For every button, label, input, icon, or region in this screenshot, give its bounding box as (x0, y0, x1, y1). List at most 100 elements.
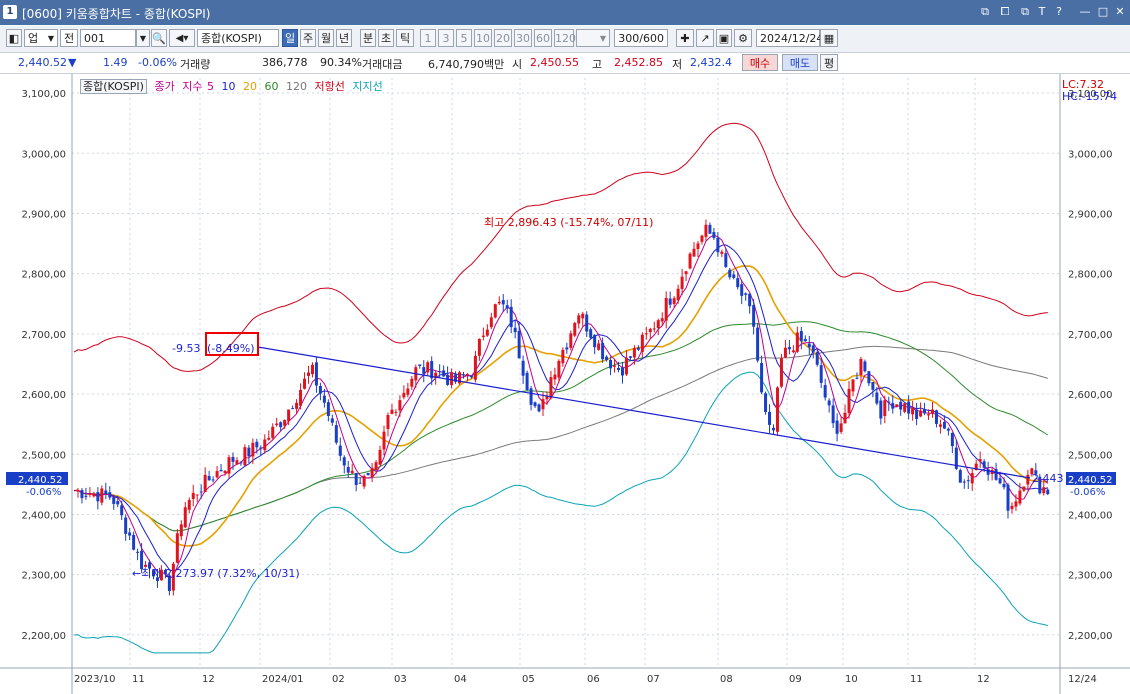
restore-layout-icon[interactable]: ⧉ (981, 5, 989, 18)
help-icon[interactable]: ? (1056, 5, 1062, 18)
period-week[interactable]: 주 (300, 29, 316, 47)
period-month[interactable]: 월 (318, 29, 334, 47)
search-icon[interactable]: 🔍 (151, 29, 167, 47)
count-field[interactable]: 300/600 (614, 29, 668, 47)
candle-body (1006, 484, 1010, 511)
candle-body (426, 362, 430, 373)
y-tick-label-right: 3,100,00 (1068, 89, 1113, 100)
candle-body (80, 490, 84, 499)
interval-1[interactable]: 1 (420, 29, 436, 47)
calendar-icon[interactable]: ▦ (820, 29, 838, 47)
interval-10[interactable]: 10 (474, 29, 492, 47)
period-minute[interactable]: 분 (360, 29, 376, 47)
candle-body (835, 420, 839, 434)
candle-body (978, 459, 982, 462)
candle-body (322, 395, 326, 403)
candle-body (326, 402, 330, 416)
candle-body (545, 395, 549, 400)
crosshair-icon[interactable]: ✚ (676, 29, 694, 47)
sell-button[interactable]: 매도 (782, 54, 818, 71)
settings-gear-icon[interactable]: ⚙ (734, 29, 752, 47)
y-tick-label-right: 2,400,00 (1068, 510, 1113, 521)
candle-body (847, 388, 851, 414)
legend-ma5: 5 (206, 80, 214, 93)
candle-body (624, 357, 628, 375)
interval-dropdown[interactable]: ▼ (576, 29, 610, 47)
chart-legend: 종합(KOSPI) 종가 지수 5 10 20 60 120 저항선 지지선 (80, 78, 387, 94)
interval-5[interactable]: 5 (456, 29, 472, 47)
maximize-icon[interactable]: □ (1097, 5, 1109, 18)
candle-body (962, 481, 966, 483)
period-day[interactable]: 일 (282, 29, 298, 47)
candle-body (334, 425, 338, 443)
amount-label: 거래대금 (362, 58, 403, 71)
candle-body (942, 421, 946, 429)
copy-window-icon[interactable]: ⧠ (1000, 5, 1010, 18)
price-chart[interactable]: 3,100,00 3,000,00 2,900,00 2,800,00 2,700,00… (0, 74, 1130, 694)
candle-body (573, 322, 577, 336)
candle-body (243, 447, 247, 466)
total-button[interactable]: 전 (60, 29, 78, 47)
candle-body (1026, 474, 1030, 485)
panel-toggle-icon[interactable]: ◧ (6, 29, 22, 47)
candle-body (362, 475, 366, 487)
code-input[interactable]: 001 (80, 29, 136, 47)
interval-20[interactable]: 20 (494, 29, 512, 47)
candle-body (569, 333, 573, 348)
candle-body (199, 491, 203, 493)
interval-60[interactable]: 60 (534, 29, 552, 47)
candle-body (195, 494, 199, 496)
market-select[interactable]: 업 ▼ (24, 29, 58, 47)
x-axis-end-label: 12/24 (1068, 674, 1097, 685)
candle-body (342, 457, 346, 466)
legend-ma10: 10 (221, 80, 236, 93)
name-field[interactable]: 종합(KOSPI) (197, 29, 279, 47)
close-icon[interactable]: ✕ (1115, 5, 1125, 18)
y-tick-label-right: 2,200,00 (1068, 631, 1113, 642)
candle-body (923, 409, 927, 414)
trend-line[interactable] (257, 346, 1031, 479)
candle-body (76, 490, 80, 492)
candle-body (354, 473, 358, 485)
period-second[interactable]: 초 (378, 29, 394, 47)
candle-body (112, 497, 116, 504)
candle-body (287, 409, 291, 422)
minimize-icon[interactable]: — (1079, 5, 1091, 18)
candle-body (446, 374, 450, 385)
candle-body (561, 349, 565, 364)
candle-body (477, 338, 481, 356)
candle-body (235, 460, 239, 465)
buy-button[interactable]: 매수 (742, 54, 778, 71)
candle-body (684, 271, 688, 275)
date-field[interactable]: 2024/12/24 (756, 29, 823, 47)
candle-body (259, 447, 263, 449)
draw-tool-icon[interactable]: ↗ (696, 29, 714, 47)
candle-body (605, 356, 609, 361)
period-tick[interactable]: 틱 (396, 29, 414, 47)
candle-body (875, 392, 879, 404)
candle-body (211, 479, 215, 481)
text-icon[interactable]: T (1038, 5, 1046, 18)
candle-body (946, 428, 950, 431)
candle-body (295, 402, 299, 409)
save-icon[interactable]: ▣ (716, 29, 732, 47)
code-dropdown-icon[interactable]: ▼ (136, 29, 150, 47)
y-axis-labels: 3,100,00 3,000,00 2,900,00 2,800,00 2,700,00… (21, 89, 66, 642)
legend-name[interactable]: 종합(KOSPI) (80, 79, 147, 94)
candle-body (529, 388, 533, 405)
interval-30[interactable]: 30 (514, 29, 532, 47)
period-year[interactable]: 년 (336, 29, 352, 47)
candle-body (740, 284, 744, 296)
candle-body (100, 488, 104, 503)
candle-body (108, 492, 112, 498)
tile-icon[interactable]: ⧉ (1021, 5, 1029, 18)
interval-3[interactable]: 3 (438, 29, 454, 47)
price-change: 1.49 (103, 56, 128, 69)
legend-index: 지수 (182, 80, 203, 93)
speaker-icon[interactable]: ◀▾ (169, 29, 195, 47)
candle-body (247, 447, 251, 457)
candle-body (620, 367, 624, 376)
eval-button[interactable]: 평 (820, 54, 838, 71)
interval-120[interactable]: 120 (554, 29, 576, 47)
hc-label: HC:-15.74 (1062, 90, 1117, 103)
